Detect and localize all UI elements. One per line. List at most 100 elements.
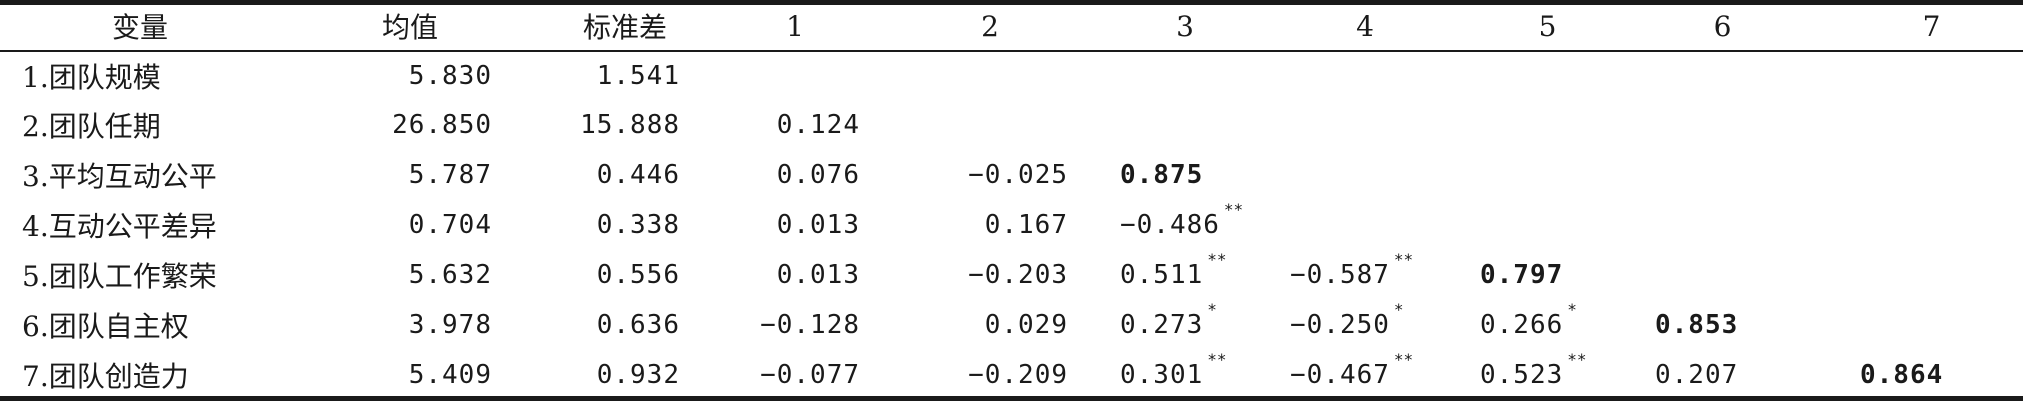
table-row: 6.团队自主权 3.978 0.636 −0.128 0.029 0.273 * −0.250… (0, 300, 2023, 350)
cell-value: 0.013 (777, 210, 860, 240)
significance-marker: * (1567, 300, 1577, 319)
cell-corr-1: −0.128 (700, 300, 880, 350)
cell-corr-6 (1625, 150, 1800, 200)
cell-value: −0.486 ** (1120, 200, 1243, 240)
significance-marker: ** (1393, 250, 1414, 269)
table-row: 7.团队创造力 5.409 0.932 −0.077 −0.209 0.301 ** −0.4… (0, 350, 2023, 400)
value-text: 0.864 (1860, 360, 1944, 390)
cell-sd: 0.636 (596, 310, 680, 340)
significance-marker: ** (1207, 350, 1227, 369)
cell-sd: 0.338 (596, 210, 680, 240)
cell-corr-7 (1800, 200, 2023, 250)
cell-corr-4: −0.250 * (1260, 300, 1450, 350)
cell-corr-4 (1260, 52, 1450, 100)
value-text: 0.207 (1655, 360, 1739, 390)
significance-marker: * (1207, 300, 1217, 319)
header-col-4: 4 (1356, 9, 1374, 43)
cell-corr-3: −0.486 ** (1080, 200, 1260, 250)
cell-value: 0.013 (777, 260, 860, 290)
cell-mean: 0.704 (408, 210, 492, 240)
cell-sd: 0.446 (596, 160, 680, 190)
cell-diagonal-value: 0.853 (1655, 310, 1738, 340)
cell-sd: 15.888 (580, 110, 680, 140)
row-label: 1.团队规模 (22, 61, 161, 94)
cell-corr-4: −0.587 ** (1260, 250, 1450, 300)
cell-corr-7 (1800, 150, 2023, 200)
cell-diagonal-value: 0.875 (1120, 160, 1203, 190)
cell-corr-5 (1450, 100, 1625, 150)
cell-corr-3: 0.511 ** (1080, 250, 1260, 300)
cell-value: 0.076 (777, 160, 860, 190)
cell-corr-1: 0.013 (700, 200, 880, 250)
cell-value: 0.511 ** (1120, 250, 1227, 290)
cell-diagonal-value: 0.864 (1860, 360, 1943, 390)
cell-corr-2: −0.209 (880, 350, 1080, 400)
cell-corr-4: −0.467 ** (1260, 350, 1450, 400)
cell-corr-4 (1260, 200, 1450, 250)
cell-corr-5 (1450, 52, 1625, 100)
cell-corr-3: 0.273 * (1080, 300, 1260, 350)
value-text: −0.203 (968, 260, 1068, 290)
header-col-2: 2 (981, 9, 999, 43)
cell-value: −0.128 (760, 310, 860, 340)
row-label: 6.团队自主权 (22, 310, 189, 343)
table-header-rule (0, 50, 2023, 52)
cell-corr-6: 0.853 (1625, 300, 1800, 350)
cell-corr-2: −0.025 (880, 150, 1080, 200)
header-col-7: 7 (1922, 9, 1941, 43)
value-text: 0.167 (984, 210, 1068, 240)
cell-value: 0.273 * (1120, 300, 1217, 340)
value-text: −0.209 (968, 360, 1068, 390)
value-text: 0.266 (1480, 310, 1564, 340)
value-text: 0.029 (984, 310, 1068, 340)
cell-corr-2 (880, 100, 1080, 150)
cell-corr-1: 0.076 (700, 150, 880, 200)
cell-corr-7 (1800, 250, 2023, 300)
cell-mean: 5.409 (408, 360, 492, 390)
row-label: 3.平均互动公平 (22, 160, 217, 193)
cell-mean: 26.850 (392, 110, 492, 140)
cell-sd: 0.932 (596, 360, 680, 390)
value-text: −0.250 (1290, 310, 1390, 340)
table-top-rule (0, 0, 2023, 5)
cell-corr-2: 0.167 (880, 200, 1080, 250)
row-label: 5.团队工作繁荣 (22, 260, 217, 293)
header-col-3: 3 (1176, 9, 1194, 43)
value-text: 0.875 (1120, 160, 1204, 190)
table-row: 3.平均互动公平 5.787 0.446 0.076 −0.025 0.875 (0, 150, 2023, 200)
value-text: −0.587 (1290, 260, 1390, 290)
cell-diagonal-value: 0.797 (1480, 260, 1563, 290)
cell-corr-5: 0.797 (1450, 250, 1625, 300)
header-col-5: 5 (1538, 9, 1557, 43)
value-text: 0.523 (1480, 360, 1564, 390)
value-text: 0.797 (1480, 260, 1564, 290)
cell-value: −0.077 (760, 360, 860, 390)
header-sd: 标准差 (582, 11, 667, 44)
cell-value: −0.467 ** (1290, 350, 1413, 390)
cell-corr-1 (700, 52, 880, 100)
value-text: −0.077 (760, 360, 860, 390)
significance-marker: * (1393, 300, 1404, 319)
header-col-1: 1 (786, 9, 804, 43)
cell-corr-6: 0.207 (1625, 350, 1800, 400)
cell-corr-3 (1080, 100, 1260, 150)
cell-corr-5 (1450, 150, 1625, 200)
row-label: 4.互动公平差异 (22, 210, 217, 243)
cell-value: −0.209 (968, 360, 1068, 390)
cell-corr-6 (1625, 52, 1800, 100)
value-text: 0.511 (1120, 260, 1204, 290)
table-bottom-rule (0, 396, 2023, 401)
value-text: 0.013 (776, 210, 860, 240)
header-variable: 变量 (111, 11, 168, 44)
cell-corr-6 (1625, 100, 1800, 150)
cell-value: −0.203 (968, 260, 1068, 290)
table-body: 1.团队规模 5.830 1.541 2.团队任期 26.850 15.888 0.124 3… (0, 52, 2023, 400)
significance-marker: ** (1207, 250, 1227, 269)
cell-corr-7 (1800, 100, 2023, 150)
significance-marker: ** (1223, 200, 1244, 219)
cell-value: 0.124 (777, 110, 860, 140)
cell-corr-2: 0.029 (880, 300, 1080, 350)
cell-value: −0.250 * (1290, 300, 1404, 340)
cell-corr-1: 0.013 (700, 250, 880, 300)
